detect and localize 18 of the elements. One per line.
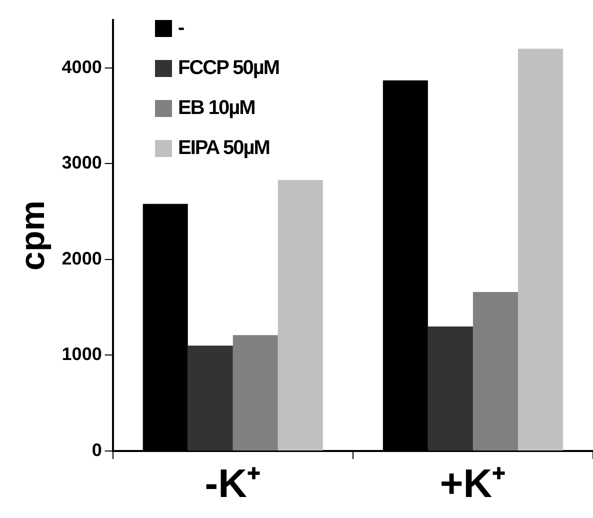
legend-label: FCCP 50µM	[178, 56, 280, 80]
y-tick-label: 3000	[62, 152, 102, 173]
y-axis-title: cpm	[14, 200, 52, 270]
x-tick-label: -K⁺	[204, 462, 261, 506]
bar	[518, 48, 563, 450]
bar	[472, 292, 518, 450]
bar	[232, 335, 278, 450]
y-tick-label: 4000	[62, 56, 102, 77]
bar	[428, 326, 473, 450]
y-tick-label: 0	[92, 440, 102, 460]
bar	[188, 346, 233, 450]
legend-label: EB 10µM	[178, 96, 255, 120]
bar	[278, 180, 323, 450]
y-tick-label: 2000	[62, 248, 102, 268]
y-tick-label: 1000	[62, 344, 102, 364]
legend-label: -	[178, 16, 184, 40]
x-tick-label: +K⁺	[440, 462, 506, 506]
legend-label: EIPA 50µM	[178, 136, 270, 160]
